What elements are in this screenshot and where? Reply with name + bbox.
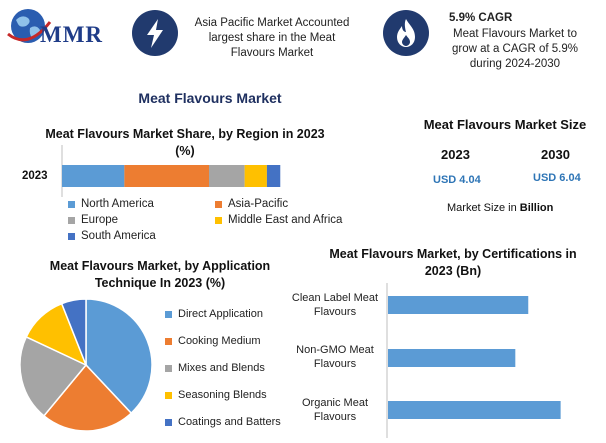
caption-unit: Billion bbox=[519, 202, 554, 214]
legend-label: Europe bbox=[81, 214, 119, 226]
legend-mixes-and-blends: Mixes and Blends bbox=[165, 362, 265, 374]
pie-slice bbox=[85, 298, 153, 415]
swatch bbox=[165, 337, 172, 345]
cert-label-organic: Organic Meat Flavours bbox=[301, 397, 369, 423]
region-bar-segment bbox=[244, 165, 267, 187]
market-size-year-2030: 2030 bbox=[541, 147, 570, 162]
legend-label: Asia-Pacific bbox=[228, 198, 289, 210]
mmr-logo bbox=[4, 4, 116, 54]
region-bar-segment bbox=[266, 165, 281, 187]
swatch bbox=[215, 200, 222, 208]
logo-text: MMR bbox=[40, 22, 104, 47]
swatch bbox=[165, 310, 172, 318]
legend-label: South America bbox=[81, 230, 156, 242]
swatch bbox=[68, 200, 75, 208]
region-bar-segment bbox=[124, 165, 209, 187]
legend-asia-pacific: Asia-Pacific bbox=[215, 198, 288, 210]
legend-label: Middle East and Africa bbox=[228, 214, 343, 226]
market-size-caption: Market Size in Billion bbox=[447, 202, 553, 214]
legend-label: Mixes and Blends bbox=[178, 362, 265, 374]
legend-middle-east-africa: Middle East and Africa bbox=[215, 214, 342, 226]
cert-bar bbox=[388, 296, 529, 314]
legend-direct-application: Direct Application bbox=[165, 308, 263, 320]
market-size-value-2023: USD 4.04 bbox=[433, 174, 481, 186]
legend-label: Direct Application bbox=[178, 308, 263, 320]
caption-prefix: Market Size in bbox=[447, 202, 520, 214]
market-size-title: Meat Flavours Market Size bbox=[423, 117, 587, 132]
region-chart-title: Meat Flavours Market Share, by Region in… bbox=[45, 127, 325, 158]
region-bar-segment bbox=[62, 165, 125, 187]
market-size-year-2023: 2023 bbox=[441, 147, 470, 162]
swatch bbox=[165, 418, 172, 426]
pie-slice bbox=[19, 335, 88, 417]
legend-label: North America bbox=[81, 198, 154, 210]
swatch bbox=[165, 364, 172, 372]
certifications-chart-title: Meat Flavours Market, by Certifications … bbox=[329, 247, 577, 278]
lightning-icon bbox=[147, 19, 163, 48]
cert-bar bbox=[388, 349, 516, 367]
highlight-2-text: Meat Flavours Market to grow at a CAGR o… bbox=[452, 28, 578, 70]
highlight-1-text: Asia Pacific Market Accounted largest sh… bbox=[194, 17, 350, 59]
pie-slice bbox=[60, 298, 87, 366]
legend-coatings-and-batters: Coatings and Batters bbox=[165, 416, 281, 428]
market-size-value-2030: USD 6.04 bbox=[533, 172, 581, 184]
pie-slice bbox=[42, 363, 133, 432]
region-bar-segment bbox=[209, 165, 245, 187]
application-chart-title: Meat Flavours Market, by Application Tec… bbox=[49, 259, 271, 290]
legend-label: Seasoning Blends bbox=[178, 389, 267, 401]
highlight-1-badge bbox=[132, 10, 178, 56]
highlight-2-title: 5.9% CAGR bbox=[449, 12, 513, 24]
highlight-2-badge bbox=[383, 10, 429, 56]
swatch bbox=[165, 391, 172, 399]
flame-icon bbox=[397, 19, 415, 47]
swatch bbox=[215, 216, 222, 224]
cert-bar bbox=[388, 401, 561, 419]
cert-label-non-gmo: Non-GMO Meat Flavours bbox=[296, 344, 374, 370]
legend-label: Coatings and Batters bbox=[178, 416, 281, 428]
globe-icon bbox=[7, 9, 52, 43]
legend-north-america: North America bbox=[68, 198, 154, 210]
swatch bbox=[68, 232, 75, 240]
legend-south-america: South America bbox=[68, 230, 156, 242]
region-category-label: 2023 bbox=[22, 170, 48, 182]
legend-seasoning-blends: Seasoning Blends bbox=[165, 389, 267, 401]
swatch bbox=[68, 216, 75, 224]
legend-cooking-medium: Cooking Medium bbox=[165, 335, 261, 347]
legend-label: Cooking Medium bbox=[178, 335, 261, 347]
page-title: Meat Flavours Market bbox=[138, 90, 282, 106]
legend-europe: Europe bbox=[68, 214, 118, 226]
cert-label-clean-label: Clean Label Meat Flavours bbox=[291, 292, 379, 318]
